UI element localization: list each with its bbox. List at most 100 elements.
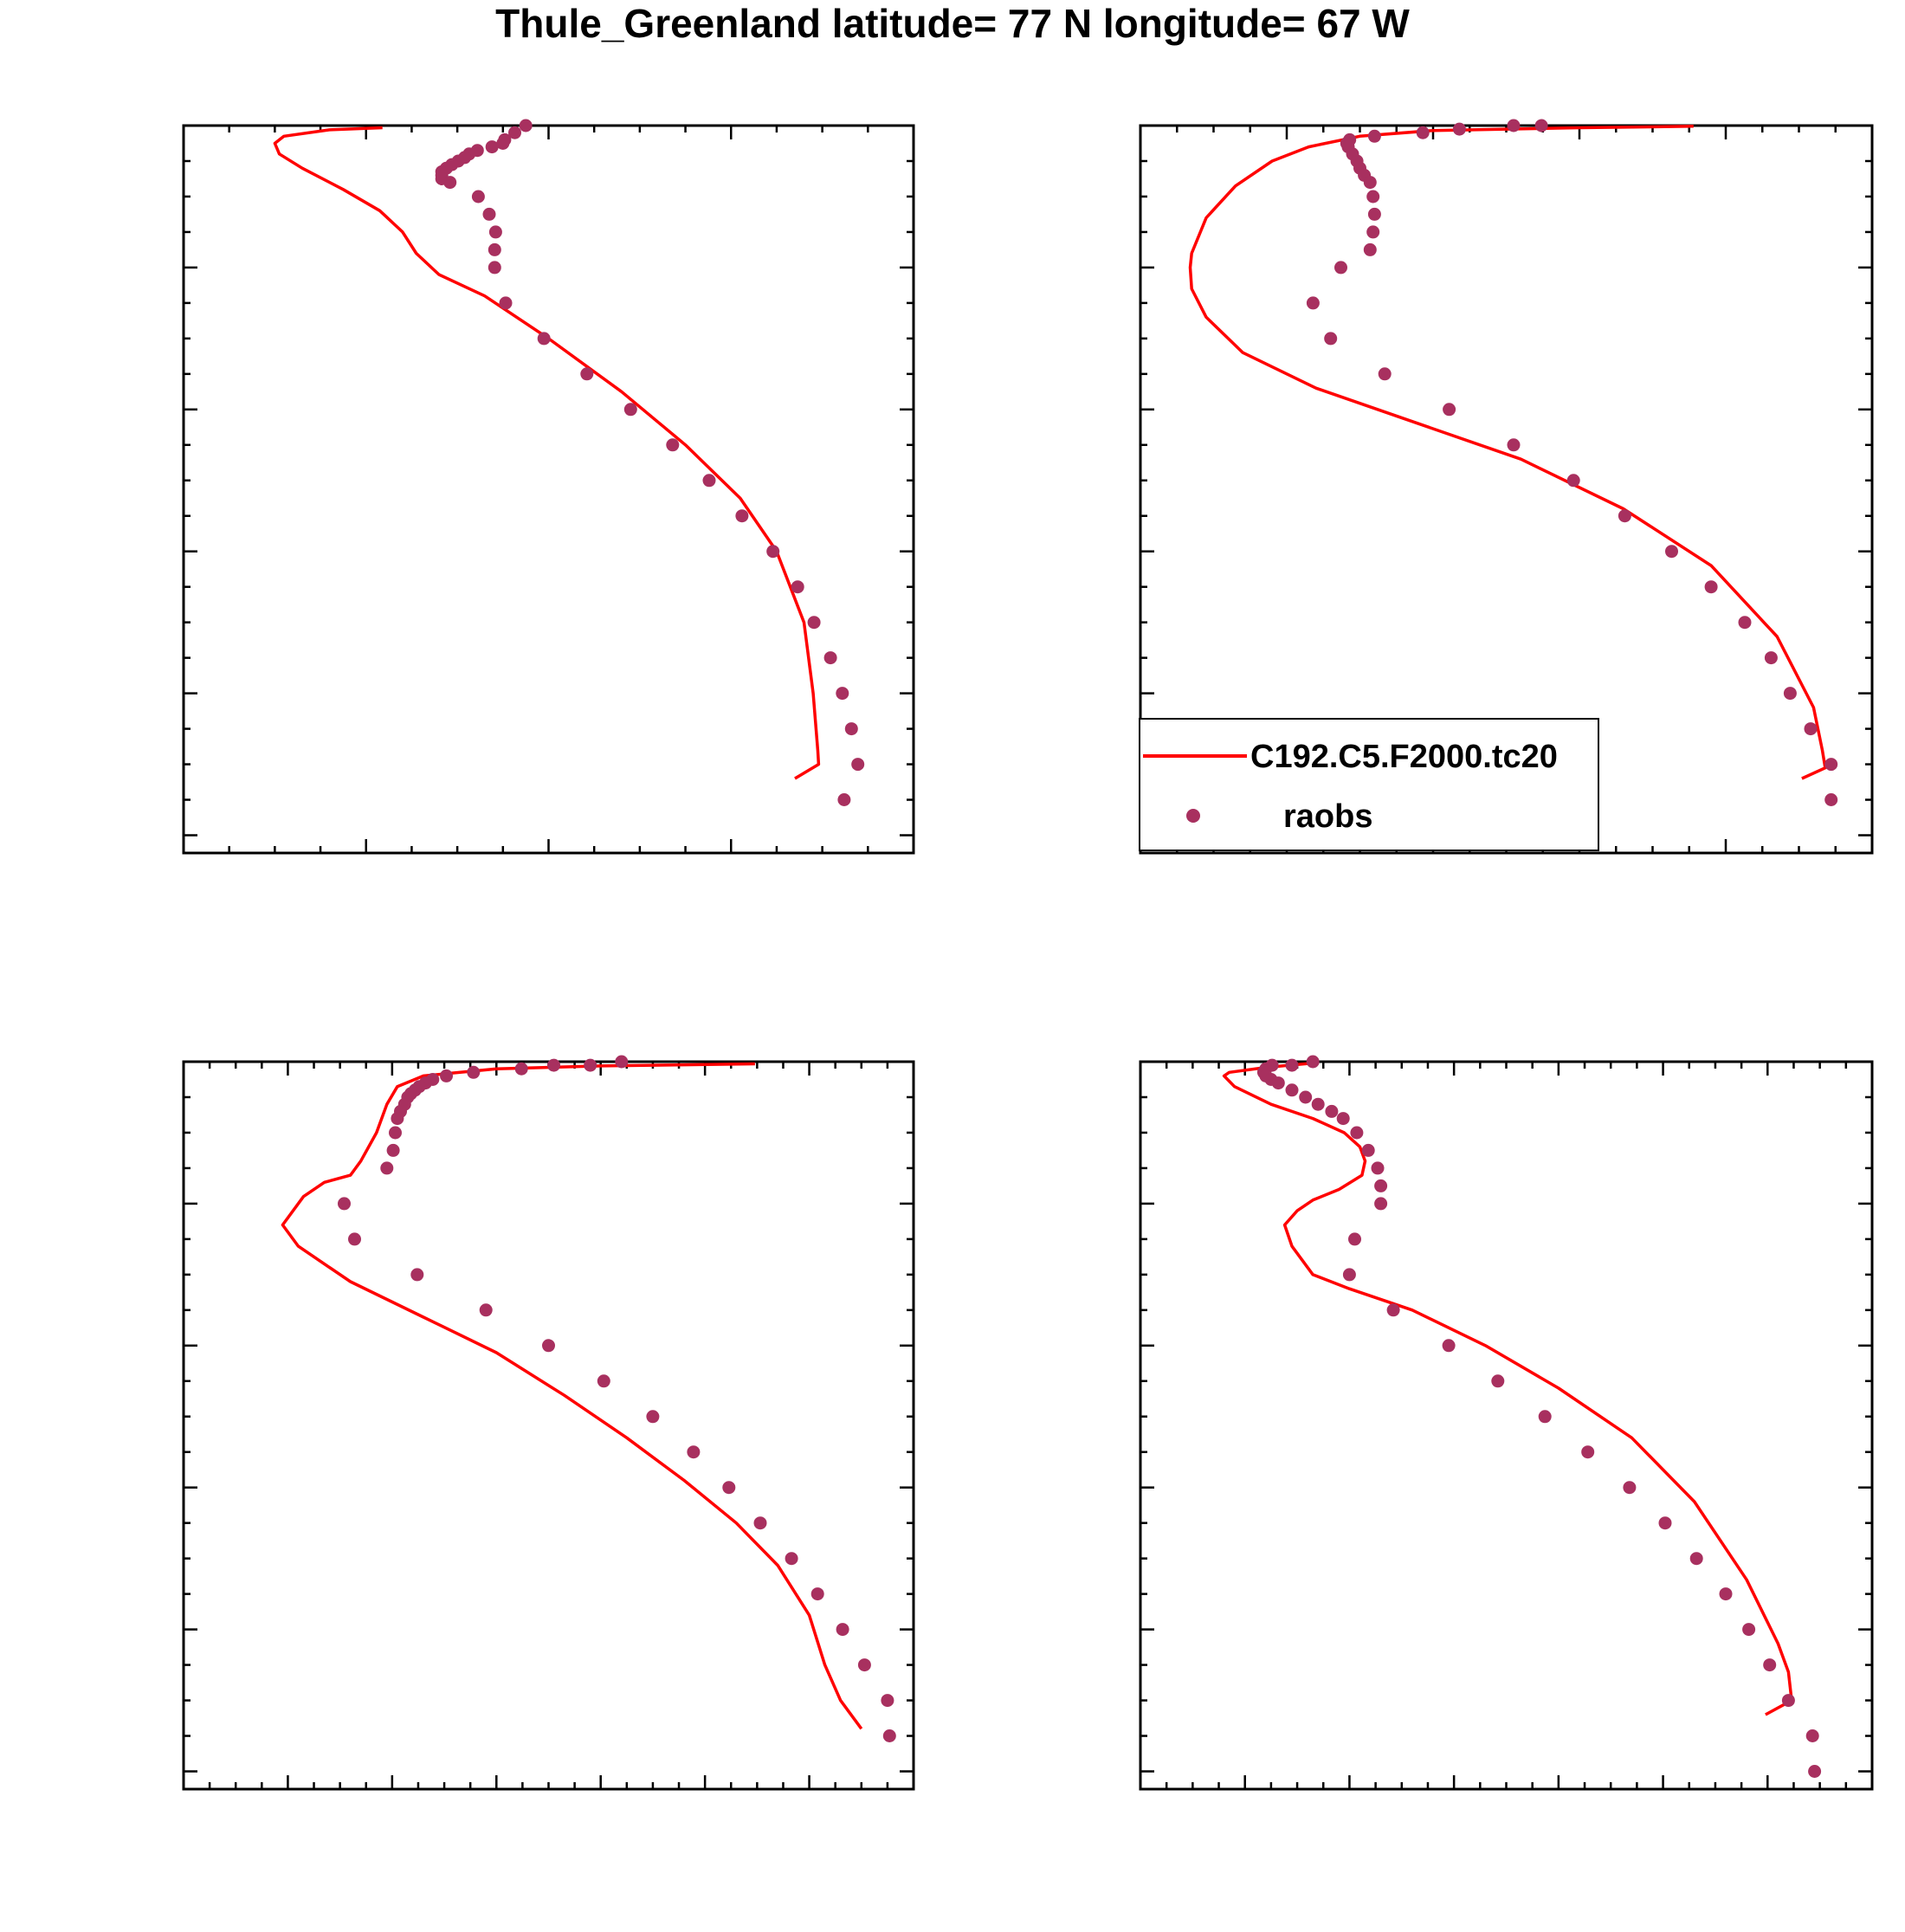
obs-point xyxy=(488,225,502,239)
obs-point xyxy=(1534,119,1548,132)
obs-point xyxy=(1306,296,1320,310)
obs-point xyxy=(482,207,496,221)
obs-point xyxy=(386,1143,400,1157)
obs-point xyxy=(1416,126,1430,139)
legend-obs-label: raobs xyxy=(1283,798,1372,835)
obs-point xyxy=(1371,1161,1385,1175)
obs-point xyxy=(836,1623,849,1637)
obs-point xyxy=(1538,1410,1552,1424)
obs-point xyxy=(1386,1303,1400,1317)
legend-obs-swatch xyxy=(1186,809,1200,823)
obs-point xyxy=(1742,1623,1756,1637)
obs-point xyxy=(881,1694,894,1708)
obs-point xyxy=(857,1658,871,1672)
obs-point xyxy=(810,1587,824,1601)
obs-point xyxy=(584,1058,597,1072)
obs-point xyxy=(785,1552,798,1566)
obs-point xyxy=(389,1126,402,1140)
obs-point xyxy=(1299,1090,1313,1104)
legend-model-label: C192.C5.F2000.tc20 xyxy=(1250,739,1558,775)
obs-point xyxy=(496,137,510,150)
obs-point xyxy=(391,1112,404,1126)
obs-point xyxy=(702,474,716,488)
obs-point xyxy=(1581,1445,1595,1459)
obs-point xyxy=(537,332,551,346)
obs-point xyxy=(646,1410,660,1424)
obs-point xyxy=(1324,332,1338,346)
obs-point xyxy=(1665,545,1678,559)
obs-point xyxy=(766,545,780,559)
obs-point xyxy=(1367,207,1381,221)
obs-point xyxy=(597,1374,610,1388)
obs-point xyxy=(542,1339,555,1353)
obs-point xyxy=(508,126,521,139)
legend: C192.C5.F2000.tc20 raobs xyxy=(1139,718,1599,851)
obs-point xyxy=(479,1303,493,1317)
obs-point xyxy=(471,190,485,204)
legend-box xyxy=(1139,718,1599,851)
obs-point xyxy=(443,176,457,190)
obs-point xyxy=(1374,1179,1388,1192)
obs-point xyxy=(514,1062,528,1076)
obs-point xyxy=(1805,1729,1819,1742)
obs-point xyxy=(1366,225,1380,239)
obs-point xyxy=(410,1268,424,1282)
obs-point xyxy=(440,1069,453,1082)
obs-point xyxy=(1285,1058,1299,1072)
obs-point xyxy=(1808,1765,1822,1778)
obs-point xyxy=(1366,190,1380,204)
obs-point xyxy=(1491,1374,1505,1388)
obs-point xyxy=(687,1445,701,1459)
obs-point xyxy=(1783,687,1797,701)
obs-point xyxy=(1618,509,1631,523)
obs-point xyxy=(1334,261,1347,275)
obs-point xyxy=(1658,1516,1672,1530)
model-series-line xyxy=(1188,125,1827,780)
obs-point xyxy=(580,367,594,381)
obs-point xyxy=(615,1055,629,1069)
obs-point xyxy=(735,509,749,523)
obs-point xyxy=(1367,129,1381,143)
obs-point xyxy=(1824,793,1838,806)
obs-point xyxy=(1363,176,1377,190)
obs-point xyxy=(882,1729,896,1742)
obs-point xyxy=(338,1197,351,1211)
obs-point xyxy=(1824,758,1838,772)
model-series-line xyxy=(273,126,821,780)
obs-point xyxy=(1623,1481,1637,1495)
obs-point xyxy=(547,1058,560,1072)
obs-point xyxy=(467,1065,481,1079)
model-series-line xyxy=(281,1062,863,1730)
obs-point xyxy=(1350,1126,1364,1140)
obs-point xyxy=(485,140,499,154)
obs-point xyxy=(1452,122,1466,136)
figure-title: Thule_Greenland latitude= 77 N longitude… xyxy=(495,1,1410,46)
obs-point xyxy=(380,1161,394,1175)
obs-point xyxy=(836,687,849,701)
obs-point xyxy=(1336,1112,1350,1126)
obs-point xyxy=(519,119,533,132)
panel-jul xyxy=(182,1055,915,1791)
obs-point xyxy=(823,651,837,665)
obs-point xyxy=(499,296,513,310)
model-series-line xyxy=(1222,1061,1793,1716)
obs-point xyxy=(1719,1587,1733,1601)
obs-point xyxy=(753,1516,767,1530)
obs-point xyxy=(1566,474,1580,488)
obs-point xyxy=(488,242,501,256)
obs-point xyxy=(1442,1339,1456,1353)
obs-point xyxy=(1342,1268,1356,1282)
obs-point xyxy=(1764,651,1778,665)
obs-point xyxy=(1306,1055,1320,1069)
obs-point xyxy=(1738,616,1752,630)
obs-point xyxy=(1374,1197,1388,1211)
obs-point xyxy=(1361,1143,1375,1157)
obs-point xyxy=(1271,1076,1285,1090)
panel-apr xyxy=(1139,119,1874,855)
obs-point xyxy=(851,758,865,772)
obs-point xyxy=(488,261,501,275)
panel-oct xyxy=(1139,1055,1874,1791)
obs-point xyxy=(807,616,821,630)
